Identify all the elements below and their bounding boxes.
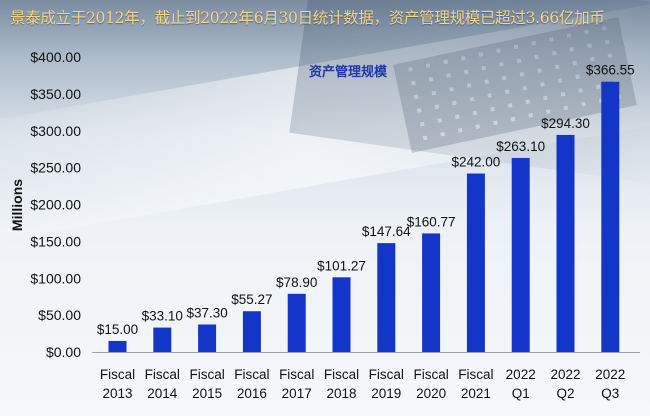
chart-title: 资产管理规模 xyxy=(309,64,388,80)
data-label: $78.90 xyxy=(276,275,317,290)
bar xyxy=(466,173,485,352)
bar xyxy=(198,324,217,352)
data-label: $160.77 xyxy=(407,214,456,229)
x-tick-label: Fiscal xyxy=(145,367,180,382)
x-tick-label: Fiscal xyxy=(413,367,448,382)
x-tick-label: Fiscal xyxy=(279,367,314,382)
x-tick-label: Fiscal xyxy=(234,367,269,382)
y-tick-label: $200.00 xyxy=(30,197,81,213)
y-tick-label: $150.00 xyxy=(30,233,81,249)
x-tick-label: 2022 xyxy=(595,367,625,382)
bar xyxy=(377,243,396,352)
data-label: $242.00 xyxy=(451,155,500,170)
bar xyxy=(556,134,575,352)
y-tick-label: $350.00 xyxy=(30,86,81,102)
y-tick-label: $250.00 xyxy=(30,160,81,176)
x-tick-label: Fiscal xyxy=(324,367,359,382)
data-label: $33.10 xyxy=(142,309,183,324)
x-tick-label: Fiscal xyxy=(100,367,135,382)
data-label: $366.55 xyxy=(586,63,635,78)
x-tick-label: Fiscal xyxy=(189,367,224,382)
x-tick-label: 2022 xyxy=(506,367,536,382)
bar xyxy=(153,327,172,352)
bar xyxy=(332,277,351,352)
x-tick-label: Q2 xyxy=(556,386,574,401)
bar xyxy=(108,340,127,352)
x-tick-label: Fiscal xyxy=(458,367,493,382)
bar xyxy=(422,233,441,352)
x-tick-label: Q1 xyxy=(512,386,530,401)
bar xyxy=(287,293,306,352)
x-tick-label: 2014 xyxy=(147,386,178,401)
x-tick-label: 2021 xyxy=(461,386,491,401)
x-tick-label: 2022 xyxy=(550,367,580,382)
y-tick-label: $0.00 xyxy=(46,344,81,360)
x-tick-label: 2020 xyxy=(416,386,446,401)
bar xyxy=(242,311,261,352)
data-label: $294.30 xyxy=(541,116,590,131)
y-tick-label: $50.00 xyxy=(38,307,81,323)
y-axis-label: Millions xyxy=(9,179,25,231)
x-tick-label: 2019 xyxy=(371,386,401,401)
data-label: $147.64 xyxy=(362,224,411,239)
y-tick-label: $100.00 xyxy=(30,270,81,286)
data-label: $15.00 xyxy=(97,322,138,337)
data-label: $55.27 xyxy=(231,292,272,307)
data-label: $37.30 xyxy=(186,305,227,320)
data-label: $101.27 xyxy=(317,258,366,273)
x-tick-label: 2018 xyxy=(326,386,356,401)
y-tick-label: $300.00 xyxy=(30,123,81,139)
x-tick-label: 2015 xyxy=(192,386,222,401)
x-tick-label: 2017 xyxy=(282,386,312,401)
slide-headline: 景泰成立于2012年，截止到2022年6月30日统计数据，资产管理规模已超过3.… xyxy=(10,9,605,27)
x-tick-label: Q3 xyxy=(601,386,619,401)
data-label: $263.10 xyxy=(496,139,545,154)
x-tick-label: 2013 xyxy=(102,386,132,401)
y-tick-label: $400.00 xyxy=(30,49,81,65)
bar xyxy=(601,81,620,352)
bar xyxy=(511,157,530,352)
x-tick-label: 2016 xyxy=(237,386,267,401)
x-tick-label: Fiscal xyxy=(369,367,404,382)
